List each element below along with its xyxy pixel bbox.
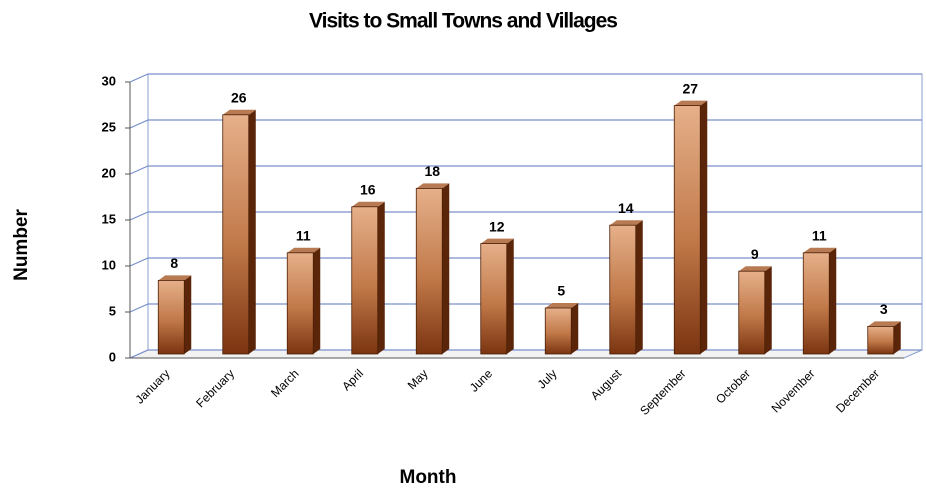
data-label: 26 xyxy=(231,90,247,106)
grid-line xyxy=(129,257,922,267)
data-label: 11 xyxy=(296,228,311,244)
bar-top xyxy=(738,266,772,272)
y-tick-label: 15 xyxy=(102,211,116,226)
data-label: 16 xyxy=(360,182,376,198)
bar-side xyxy=(893,321,901,354)
data-label: 8 xyxy=(170,255,178,271)
y-tick-label: 10 xyxy=(102,257,116,272)
x-tick-label: December xyxy=(833,366,882,415)
bar-top xyxy=(545,303,579,308)
bar xyxy=(222,114,250,355)
x-tick-label: May xyxy=(405,366,431,392)
bar xyxy=(673,105,701,355)
bar-top xyxy=(222,109,256,115)
bar-top xyxy=(158,275,192,281)
bar-side xyxy=(635,220,643,354)
bar-side xyxy=(506,238,514,354)
x-axis-label: Month xyxy=(400,467,457,488)
bar-side xyxy=(829,247,837,354)
data-label: 12 xyxy=(489,218,505,234)
y-tick-label: 0 xyxy=(109,349,116,364)
x-tick-label: February xyxy=(193,366,237,410)
bar-top xyxy=(351,201,385,207)
bar-side xyxy=(764,266,772,354)
bar-side xyxy=(442,183,450,354)
grid-line xyxy=(129,303,922,313)
x-tick-label: January xyxy=(133,366,173,406)
grid-line xyxy=(129,165,922,175)
x-tick-label: September xyxy=(637,366,688,417)
bar-top xyxy=(867,321,901,327)
x-tick-label: October xyxy=(713,366,753,406)
bar-top xyxy=(803,247,837,253)
bar-top xyxy=(287,247,321,253)
bar xyxy=(286,252,314,355)
bar xyxy=(802,252,830,355)
data-label: 11 xyxy=(812,228,827,244)
y-axis-label: Number xyxy=(11,209,32,281)
bar-side xyxy=(248,109,256,354)
data-label: 18 xyxy=(424,163,440,179)
x-tick-label: July xyxy=(535,366,560,391)
bar-side xyxy=(377,201,385,354)
x-tick-label: March xyxy=(268,366,301,399)
bar xyxy=(609,224,637,355)
grid-line xyxy=(129,73,922,83)
y-tick-label: 30 xyxy=(102,73,116,88)
bar-top xyxy=(674,100,708,106)
x-tick-label: November xyxy=(769,366,818,415)
bar-top xyxy=(416,183,450,189)
bar-top xyxy=(480,238,514,244)
y-tick-label: 5 xyxy=(109,303,116,318)
y-tick-label: 25 xyxy=(102,119,116,134)
grid-line xyxy=(129,119,922,129)
data-label: 27 xyxy=(682,80,698,96)
data-label: 3 xyxy=(880,301,888,317)
bar xyxy=(867,325,895,355)
chart-title: Visits to Small Towns and Villages xyxy=(309,10,617,33)
data-label: 14 xyxy=(618,200,634,216)
grid-line xyxy=(129,211,922,221)
data-label: 9 xyxy=(751,246,759,262)
bar xyxy=(738,270,766,355)
data-label: 5 xyxy=(557,283,565,299)
grid-line xyxy=(129,349,922,359)
bar-side xyxy=(184,275,192,354)
bar xyxy=(351,206,379,355)
y-tick-label: 20 xyxy=(102,165,116,180)
bar-side xyxy=(700,100,708,354)
bar-side xyxy=(313,247,321,354)
bar xyxy=(157,279,185,355)
bar xyxy=(415,187,443,355)
x-tick-label: April xyxy=(339,366,366,393)
x-tick-label: June xyxy=(467,366,496,395)
bar xyxy=(544,307,572,355)
bar-top xyxy=(609,220,643,226)
x-tick-label: August xyxy=(588,366,625,403)
bar-side xyxy=(571,303,579,354)
bar xyxy=(480,243,508,355)
